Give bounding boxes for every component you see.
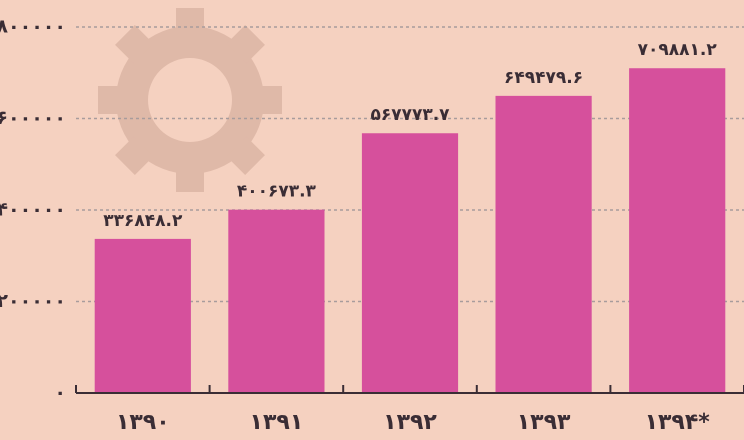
x-tick-label: ۱۳۹۰	[116, 410, 170, 435]
y-tick-label: ۶۰۰۰۰۰	[0, 107, 66, 129]
x-tick-label: ۱۳۹۴*	[645, 410, 711, 435]
bar	[228, 210, 324, 393]
y-tick-label: ۴۰۰۰۰۰	[0, 199, 66, 221]
y-tick-label: ۲۰۰۰۰۰	[0, 290, 66, 312]
value-label: ۳۳۶۸۴۸.۲	[103, 211, 183, 231]
bar	[629, 68, 725, 393]
value-label: ۴۰۰۶۷۳.۳	[237, 182, 317, 202]
value-label: ۶۴۹۴۷۹.۶	[504, 68, 583, 88]
x-tick-label: ۱۳۹۳	[517, 410, 571, 435]
bar	[95, 239, 191, 393]
bar	[362, 133, 458, 393]
value-label: ۵۶۷۷۷۳.۷	[370, 105, 450, 125]
y-tick-label: ۸۰۰۰۰۰	[0, 16, 66, 38]
value-label: ۷۰۹۸۸۱.۲	[638, 40, 718, 60]
x-tick-label: ۱۳۹۱	[250, 410, 304, 435]
bar	[496, 96, 592, 393]
y-tick-label: ۰	[54, 382, 66, 404]
chart: ۰ ۲۰۰۰۰۰ ۴۰۰۰۰۰ ۶۰۰۰۰۰ ۸۰۰۰۰۰ ۱۳۹۰ ۳۳۶۸۴۸.۲ ۱۳۹…	[0, 0, 744, 440]
x-tick-label: ۱۳۹۲	[383, 410, 437, 435]
